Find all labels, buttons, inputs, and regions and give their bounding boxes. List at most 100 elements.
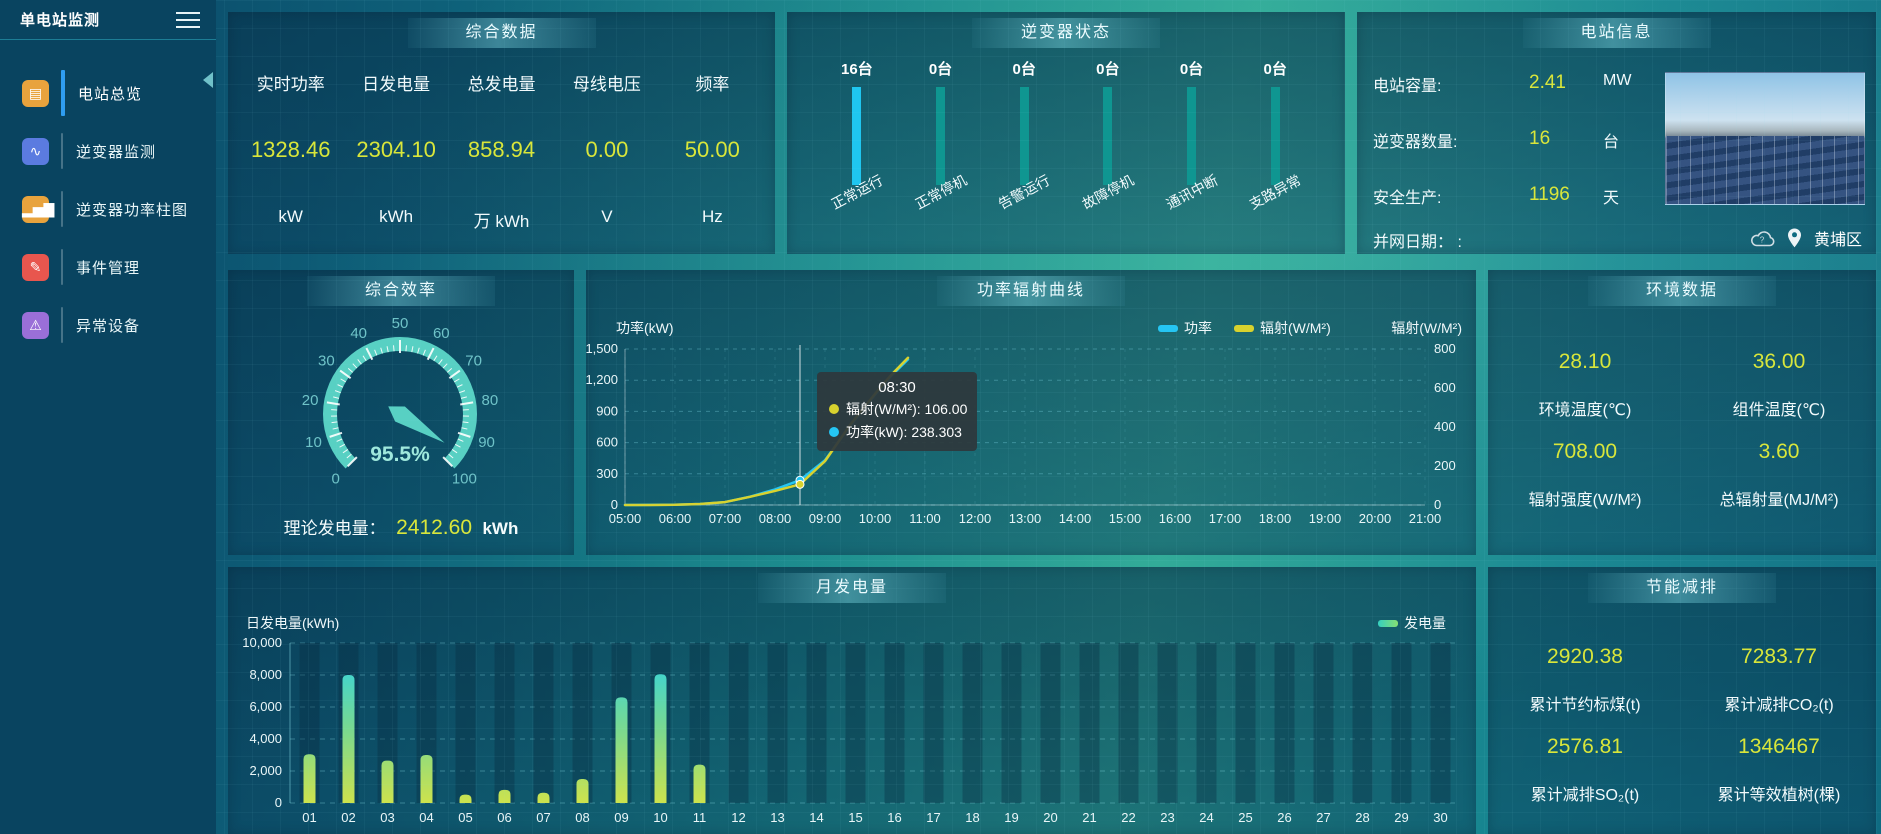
x-tick-label: 14 [809,810,823,825]
stat-column: 实时功率 1328.46 kW [238,70,343,232]
location-pin-icon[interactable] [1787,228,1802,248]
bar-background-band [1391,643,1412,803]
x-tick-label: 05 [458,810,472,825]
x-tick-label: 20:00 [1359,511,1392,526]
sidebar-item-abnormal-device[interactable]: ⚠ 异常设备 [0,296,216,354]
active-indicator [61,191,63,227]
bar[interactable] [576,779,589,803]
active-indicator [61,70,65,116]
bar[interactable] [615,697,628,803]
bar[interactable] [498,789,511,803]
gauge-tick [459,390,466,394]
panel-title: 功率辐射曲线 [937,276,1125,306]
inverter-status-bar[interactable] [852,87,862,185]
gauge-tick [457,431,471,438]
sidebar-item-inverter-monitor[interactable]: ∿ 逆变器监测 [0,122,216,180]
inverter-status-bar[interactable] [936,87,945,185]
sidebar-item-event-management[interactable]: ✎ 事件管理 [0,238,216,296]
sidebar-item-label: 事件管理 [76,259,141,277]
gauge-tick [448,453,454,459]
tooltip-radiation-row: 辐射(W/M²): 106.00 [829,399,967,419]
radiation-legend-swatch [1234,324,1254,332]
legend-power[interactable]: 功率 [1158,318,1212,338]
row-unit: 台 [1603,134,1620,151]
saving-cell: 7283.77 累计减排CO₂(t) 1346467 累计等效植树(棵) [1682,645,1876,825]
x-tick-label: 29 [1394,810,1408,825]
gauge-tick [454,443,461,448]
bar[interactable] [537,792,550,803]
overview-icon: ▤ [22,79,49,107]
left-tick-label: 1,200 [586,372,618,387]
inverter-status-bar[interactable] [1019,87,1029,185]
gauge-tick [340,378,347,383]
bar[interactable] [420,755,433,803]
gauge-tick-label: 80 [482,392,499,409]
saving-cell: 2920.38 累计节约标煤(t) 2576.81 累计减排SO₂(t) [1488,645,1682,825]
left-axis-title: 功率(kW) [616,320,674,336]
bar-background-band [962,643,983,803]
inverter-status-column: 0台 告警运行 [982,58,1066,238]
x-tick-label: 21:00 [1409,511,1442,526]
bar[interactable] [459,794,472,803]
svg-text:?: ? [1760,235,1765,244]
inverter-count: 0台 [1179,61,1204,78]
bar[interactable] [654,674,667,803]
gauge-tick [393,345,395,352]
x-tick-label: 12:00 [959,511,992,526]
gauge-tick [417,347,420,354]
bar[interactable] [693,764,706,803]
bar[interactable] [342,675,355,803]
x-tick-label: 06 [497,810,511,825]
gauge-tick [352,363,358,369]
stat-value: 1328.46 [250,137,331,162]
stat-label: 频率 [695,75,730,94]
x-tick-label: 22 [1121,810,1135,825]
gauge-tick [433,355,438,362]
inverter-status-chart: 16台 正常运行 0台 正常停机 0台 告警运行 0台 故障停机 0台 通讯中断 0台 支路异常 [815,58,1317,238]
gauge-tick [347,367,354,373]
panel-title: 综合效率 [307,276,495,306]
x-tick-label: 19:00 [1309,511,1342,526]
sidebar-item-inverter-power[interactable]: ▂▅▇ 逆变器功率柱图 [0,180,216,238]
bar[interactable] [381,760,394,803]
gauge-tick [457,438,464,442]
panel-title: 环境数据 [1588,276,1776,306]
right-tick-label: 200 [1434,458,1456,473]
gauge-tick [339,443,346,448]
inverter-status-bar[interactable] [1103,87,1113,185]
sidebar-menu: ▤ 电站总览 ∿ 逆变器监测 ▂▅▇ 逆变器功率柱图 ✎ 事件管理 ⚠ 异常设备 [0,64,216,354]
left-tick-label: 1,500 [586,341,618,356]
panel-environment-data: 环境数据 28.10 环境温度(℃) 708.00 辐射强度(W/M²) 36.… [1488,270,1876,555]
active-indicator [61,307,63,343]
gauge-tick [332,427,339,430]
efficiency-gauge: 0 10 20 30 40 50 60 70 80 90 100 95.5% [302,315,499,487]
gauge-tick [426,347,435,361]
gauge-tick [462,421,469,424]
x-tick-label: 11:00 [909,511,941,526]
sidebar-item-overview[interactable]: ▤ 电站总览 [0,64,216,122]
bar[interactable] [303,754,316,803]
gauge-tick-label: 50 [392,315,409,332]
gauge-tick [346,453,352,459]
inverter-status-column: 0台 支路异常 [1233,58,1317,238]
gauge-tick [451,448,458,454]
panel-title: 电站信息 [1522,18,1711,48]
collapse-sidebar-icon[interactable] [203,72,213,88]
active-indicator [61,133,63,169]
legend-radiation[interactable]: 辐射(W/M²) [1234,318,1331,338]
inverter-status-bar[interactable] [1187,87,1197,185]
legend-generation[interactable]: 发电量 [1378,613,1446,633]
gauge-tick [339,369,352,379]
station-photo [1665,72,1865,205]
x-tick-label: 26 [1277,810,1291,825]
env-value: 36.00 [1752,350,1806,373]
gauge-tick [438,359,443,365]
monthly-generation-chart[interactable]: 10,000 8,000 6,000 4,000 2,000 0 01 02 03 04 05 06 0… [228,567,1476,834]
inverter-status-bar[interactable] [1270,87,1280,185]
gauge-tick [326,401,340,406]
cloud-icon: ? [1751,230,1775,246]
power-radiation-chart[interactable]: 05:00 06:00 07:00 08:00 09:00 10:00 11:00 12:00… [586,270,1476,555]
panel-monthly-generation: 月发电量 日发电量(kWh) 发电量 10,000 8,000 6,000 4,000… [228,567,1476,834]
menu-toggle-icon[interactable] [176,7,200,33]
x-tick-label: 05:00 [609,511,642,526]
